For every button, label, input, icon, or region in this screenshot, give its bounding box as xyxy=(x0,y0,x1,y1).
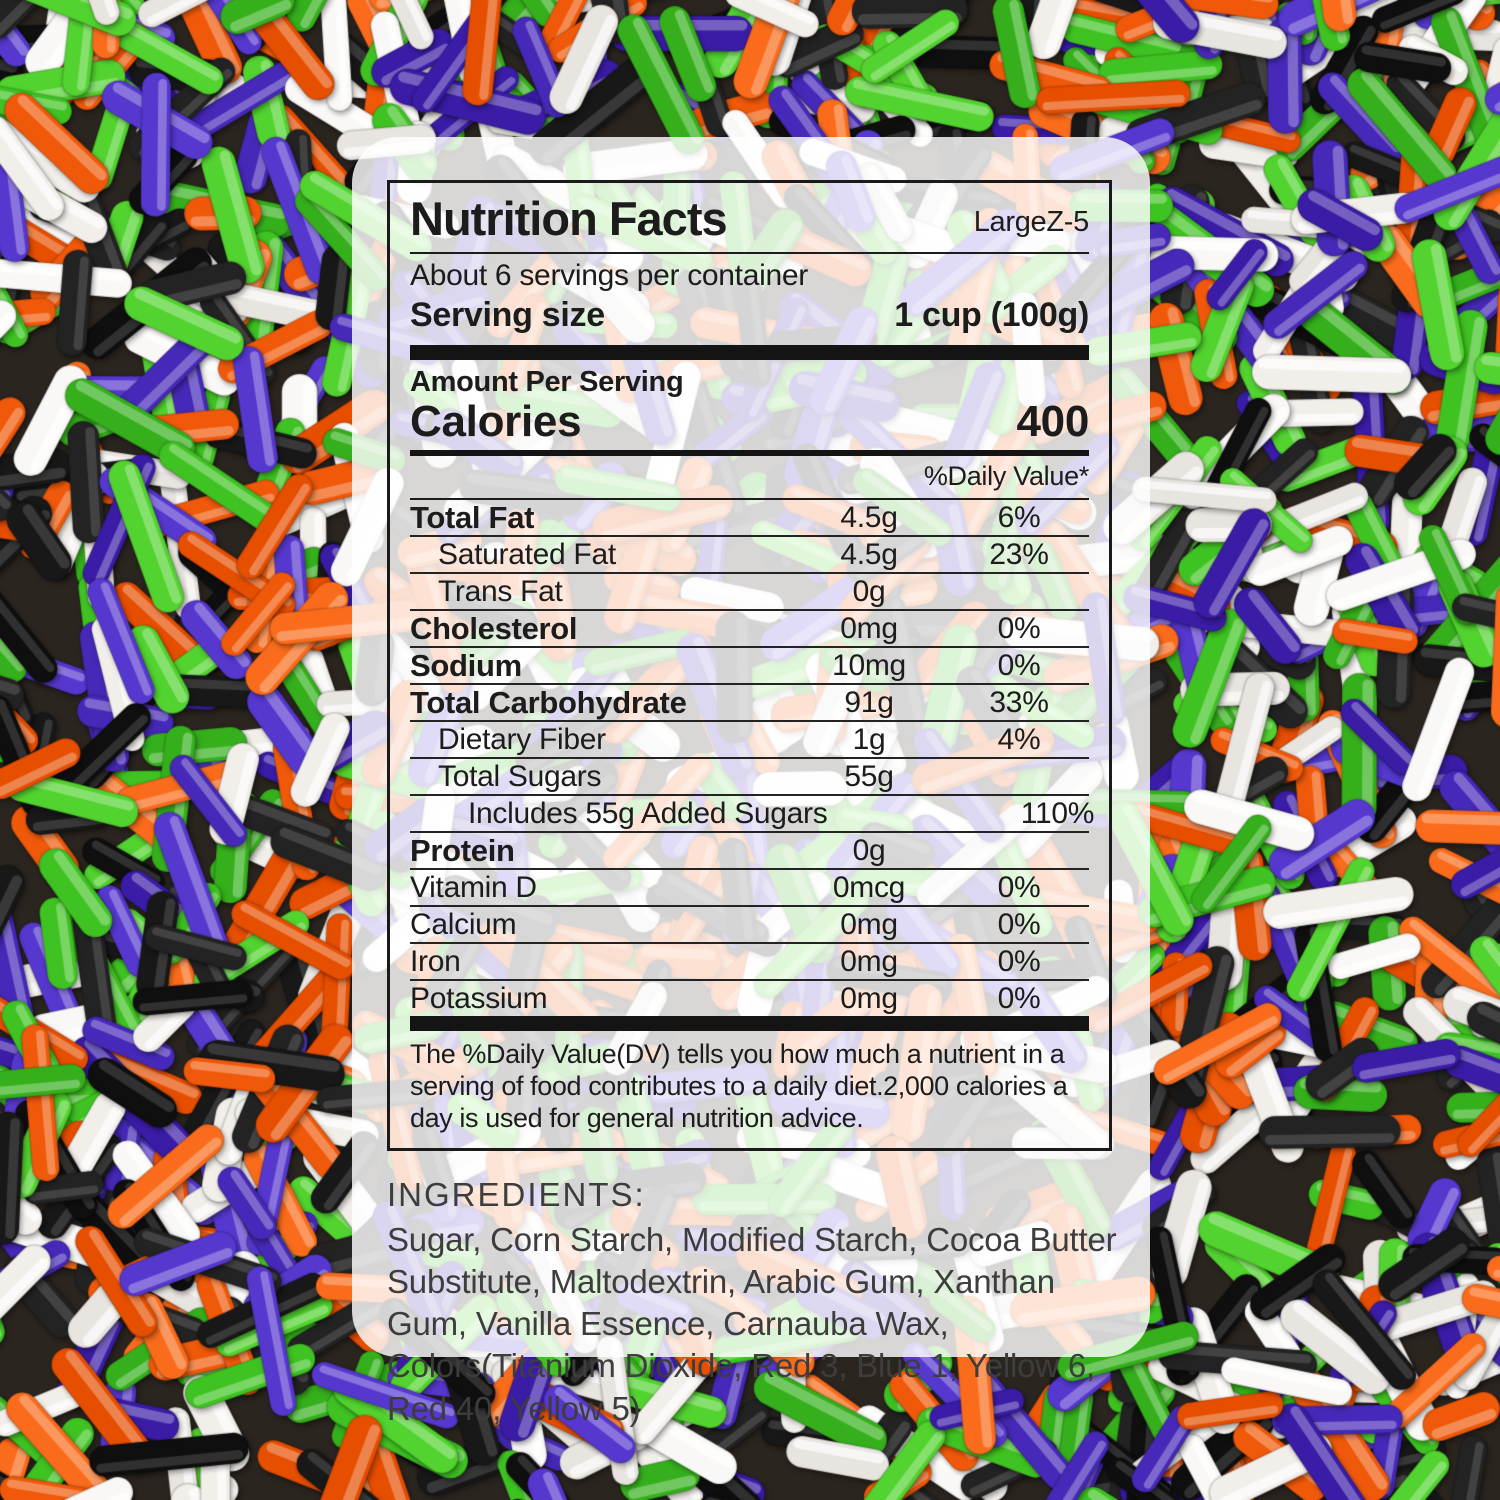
nutrition-card: Nutrition Facts LargeZ-5 About 6 serving… xyxy=(352,137,1150,1427)
table-row-calcium: Calcium 0mg 0% xyxy=(410,907,1089,945)
table-row-total-sugars: Total Sugars 55g xyxy=(410,759,1089,797)
label-header: Nutrition Facts LargeZ-5 xyxy=(410,195,1089,243)
thick-divider-top xyxy=(410,344,1089,360)
table-row-potassium: Potassium 0mg 0% xyxy=(410,981,1041,1015)
table-row-added-sugars: Includes 55g Added Sugars 110% xyxy=(410,796,1094,834)
title-divider xyxy=(410,251,1089,254)
table-row-saturated-fat: Saturated Fat 4.5g 23% xyxy=(410,537,1089,575)
thick-divider-bottom xyxy=(410,1016,1089,1032)
table-row-trans-fat: Trans Fat 0g xyxy=(410,574,1089,612)
ingredients-heading: INGREDIENTS: xyxy=(387,1176,646,1214)
serving-size-label: Serving size xyxy=(410,296,605,335)
ingredients-text: Sugar, Corn Starch, Modified Starch, Coc… xyxy=(387,1220,1117,1427)
calories-divider xyxy=(410,450,1089,457)
table-row-total-carbohydrate: Total Carbohydrate 91g 33% xyxy=(410,685,1089,723)
ingredients-section: INGREDIENTS: Sugar, Corn Starch, Modifie… xyxy=(387,1175,1135,1430)
table-row-sodium: Sodium 10mg 0% xyxy=(410,648,1089,686)
product-code: LargeZ-5 xyxy=(973,206,1090,239)
daily-value-footnote: The %Daily Value(DV) tells you how much … xyxy=(410,1039,1068,1133)
serving-size-row: Serving size 1 cup (100g) xyxy=(410,296,1089,335)
servings-per-container: About 6 servings per container xyxy=(410,258,808,292)
nutrient-rows: Total Fat 4.5g 6% Saturated Fat 4.5g 23%… xyxy=(410,500,1094,1016)
table-row-dietary-fiber: Dietary Fiber 1g 4% xyxy=(410,722,1089,760)
nutrition-facts-label: Nutrition Facts LargeZ-5 About 6 serving… xyxy=(387,180,1112,1152)
calories-row: Calories 400 xyxy=(410,400,1089,444)
nutrition-facts-title: Nutrition Facts xyxy=(410,192,728,245)
calories-value: 400 xyxy=(1016,397,1089,447)
table-row-cholesterol: Cholesterol 0mg 0% xyxy=(410,611,1089,649)
serving-size-value: 1 cup (100g) xyxy=(894,296,1089,335)
table-row-protein: Protein 0g xyxy=(410,833,1089,871)
table-row-total-fat: Total Fat 4.5g 6% xyxy=(410,500,1089,538)
table-row-iron: Iron 0mg 0% xyxy=(410,944,1089,982)
amount-per-serving-label: Amount Per Serving xyxy=(410,365,684,398)
daily-value-header: %Daily Value* xyxy=(410,456,1089,501)
calories-label: Calories xyxy=(410,397,582,447)
table-row-vitamin-d: Vitamin D 0mcg 0% xyxy=(410,870,1089,908)
